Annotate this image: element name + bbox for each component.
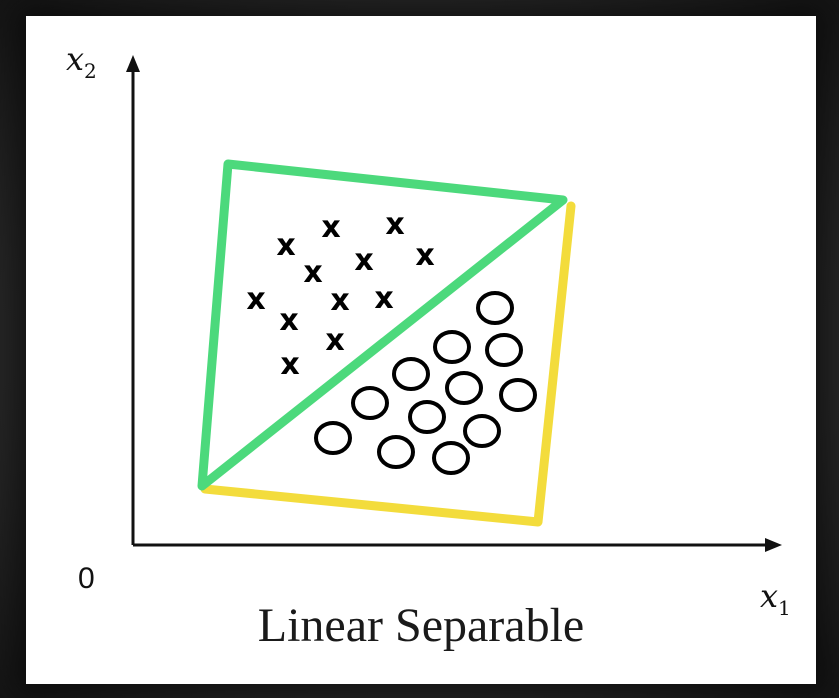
x-axis-arrow <box>765 538 782 552</box>
x-marker: x <box>415 238 434 273</box>
x-marker: x <box>385 207 404 242</box>
o-marker <box>408 400 446 434</box>
x-marker: x <box>321 210 340 245</box>
x-marker: x <box>280 347 299 382</box>
o-marker <box>351 386 389 420</box>
o-marker <box>463 414 501 448</box>
o-marker <box>314 421 352 455</box>
o-marker <box>485 333 523 367</box>
x-marker: x <box>246 282 265 317</box>
caption: Linear Separable <box>257 599 585 652</box>
x-marker: x <box>279 303 298 338</box>
x-marker: x <box>330 283 349 318</box>
yellow-boundary <box>200 201 576 527</box>
o-marker <box>392 357 430 391</box>
y-axis-arrow <box>126 55 140 72</box>
x-marker: x <box>303 255 322 290</box>
o-marker <box>499 378 537 412</box>
x-marker: x <box>276 228 295 263</box>
o-marker <box>432 441 470 475</box>
x-marker: x <box>325 323 344 358</box>
green-boundary <box>197 159 568 491</box>
axes <box>126 55 782 552</box>
x-marker: x <box>354 243 373 278</box>
o-marker <box>445 371 483 405</box>
x-marker: x <box>374 281 393 316</box>
o-marker <box>476 291 514 325</box>
o-marker <box>377 435 415 469</box>
o-marker <box>433 330 471 364</box>
y-axis-label: x2 <box>66 40 97 83</box>
origin-label: 0 <box>78 562 95 595</box>
class-b-markers <box>314 291 537 475</box>
x-axis-label: x1 <box>760 577 791 620</box>
